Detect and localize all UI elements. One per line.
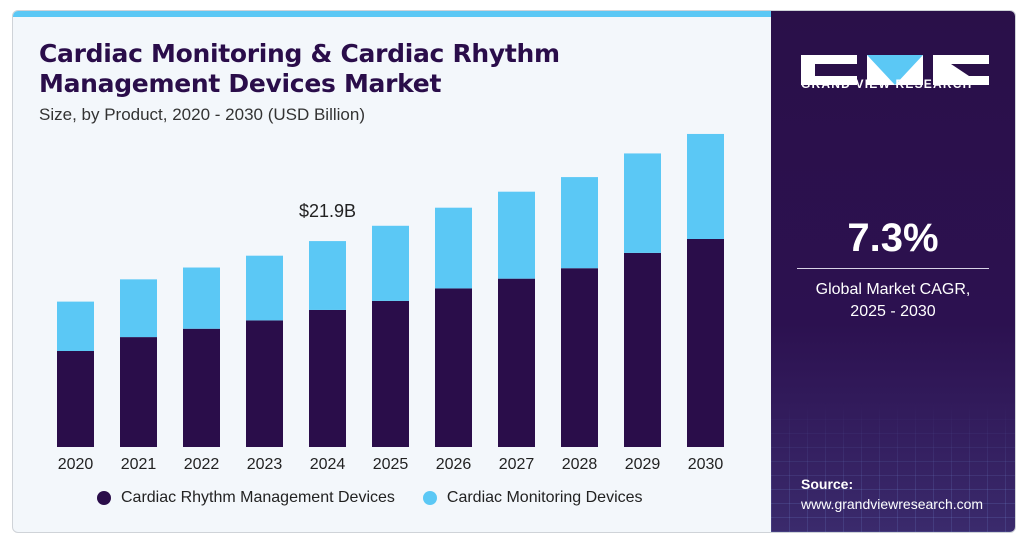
bar-monitoring-2023 [246, 255, 283, 321]
cagr-label-line2: 2025 - 2030 [850, 303, 936, 320]
source-label: Source: [801, 476, 854, 492]
data-label-2024: $21.9B [299, 201, 356, 221]
x-tick-label-2024: 2024 [310, 456, 346, 473]
legend-label-monitoring: Cardiac Monitoring Devices [446, 489, 643, 506]
x-tick-label-2025: 2025 [373, 456, 409, 473]
cagr-value: 7.3% [847, 216, 939, 260]
bar-crm-2020 [57, 351, 94, 447]
brand-name: GRAND VIEW RESEARCH [801, 77, 973, 91]
chart-subtitle: Size, by Product, 2020 - 2030 (USD Billi… [39, 105, 365, 124]
bar-monitoring-2020 [57, 301, 94, 351]
x-tick-label-2028: 2028 [562, 456, 598, 473]
chart-title: Cardiac Monitoring & Cardiac Rhythm Mana… [39, 39, 560, 98]
summary-panel: GRAND VIEW RESEARCH 7.3% Global Market C… [771, 11, 1015, 532]
accent-bar [13, 11, 771, 17]
x-tick-label-2026: 2026 [436, 456, 472, 473]
infographic-card: Cardiac Monitoring & Cardiac Rhythm Mana… [12, 10, 1016, 533]
x-tick-label-2029: 2029 [625, 456, 661, 473]
grand-view-research-logo-icon [801, 55, 989, 85]
bar-monitoring-2026 [435, 207, 472, 289]
bar-crm-2021 [120, 337, 157, 447]
x-tick-label-2020: 2020 [58, 456, 94, 473]
chart-panel: Cardiac Monitoring & Cardiac Rhythm Mana… [13, 11, 771, 532]
legend-swatch-monitoring [422, 491, 437, 505]
legend-swatch-crm [97, 491, 111, 505]
source-url: www.grandviewresearch.com [801, 496, 984, 512]
legend-label-crm: Cardiac Rhythm Management Devices [121, 489, 395, 506]
x-tick-label-2023: 2023 [247, 456, 283, 473]
x-tick-label-2030: 2030 [688, 456, 724, 473]
bar-monitoring-2027 [498, 191, 535, 279]
stacked-bar-chart: 2020 2021 2022 2023 2024 $21.9B 2025 2026 2027 20… [57, 133, 724, 473]
bar-crm-2024 [309, 309, 346, 447]
bar-crm-2027 [498, 278, 535, 447]
source-note: Source: www.grandviewresearch.com [801, 474, 983, 514]
bar-crm-2029 [624, 252, 661, 447]
bar-crm-2025 [372, 300, 409, 447]
x-tick-label-2021: 2021 [121, 456, 157, 473]
bar-monitoring-2025 [372, 225, 409, 301]
bar-crm-2030 [687, 239, 724, 447]
bar-monitoring-2024 [309, 241, 346, 310]
legend-item-monitoring: Cardiac Monitoring Devices [422, 489, 643, 507]
bar-monitoring-2021 [120, 279, 157, 338]
cagr-divider [797, 268, 989, 269]
cagr-label: Global Market CAGR, 2025 - 2030 [771, 279, 1015, 323]
bar-monitoring-2029 [624, 153, 661, 253]
x-tick-label-2022: 2022 [184, 456, 220, 473]
decorative-grid [771, 402, 1015, 532]
x-tick-label-2027: 2027 [499, 456, 535, 473]
bar-crm-2023 [246, 320, 283, 447]
bar-monitoring-2030 [687, 133, 724, 239]
bar-monitoring-2022 [183, 267, 220, 329]
bar-crm-2028 [561, 268, 598, 447]
bar-monitoring-2028 [561, 177, 598, 269]
cagr-label-line1: Global Market CAGR, [815, 281, 971, 298]
bar-crm-2026 [435, 288, 472, 447]
chart-legend: Cardiac Rhythm Management Devices Cardia… [97, 489, 643, 507]
legend-item-crm: Cardiac Rhythm Management Devices [97, 489, 395, 507]
bar-crm-2022 [183, 328, 220, 447]
